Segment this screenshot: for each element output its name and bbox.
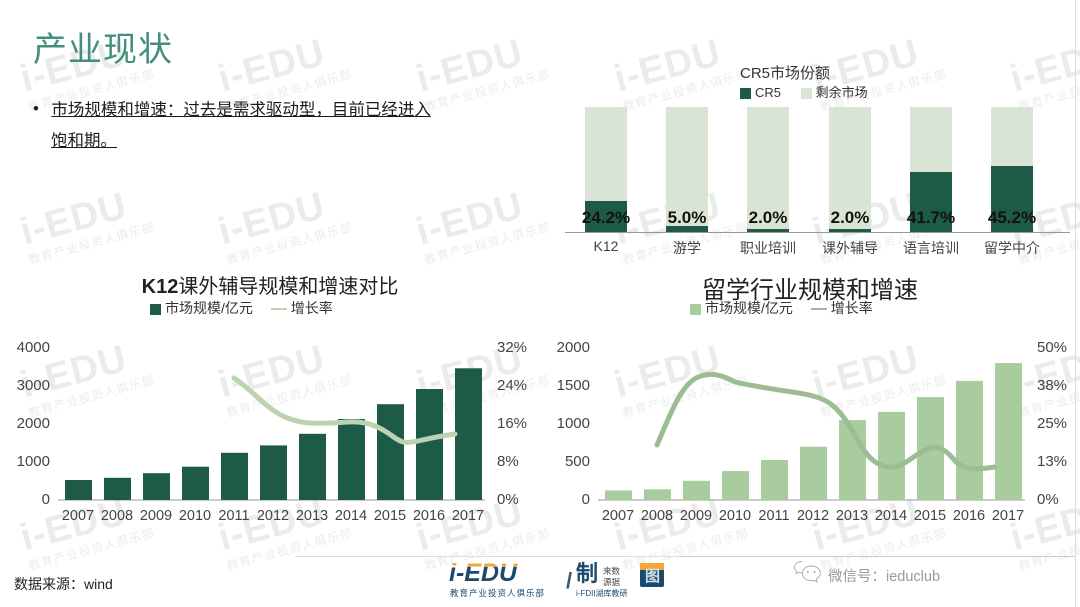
svg-text:2000: 2000 [557,339,590,356]
svg-text:24%: 24% [497,377,527,394]
svg-text:50%: 50% [1037,339,1067,356]
svg-text:源据: 源据 [603,577,621,587]
svg-text:2012: 2012 [257,508,289,524]
svg-text:2017: 2017 [992,508,1024,524]
svg-text:2011: 2011 [758,508,789,524]
svg-text:i-FDII湖库教研: i-FDII湖库教研 [576,588,628,598]
svg-text:1000: 1000 [557,415,590,432]
svg-text:1500: 1500 [557,377,590,394]
svg-text:1000: 1000 [17,453,50,470]
svg-text:2012: 2012 [797,508,829,524]
svg-text:2015: 2015 [374,508,406,524]
svg-text:0%: 0% [497,491,519,508]
svg-text:4000: 4000 [17,339,50,356]
svg-text:2009: 2009 [680,508,712,524]
svg-text:2009: 2009 [140,508,172,524]
svg-text:2000: 2000 [17,415,50,432]
svg-text:2016: 2016 [413,508,445,524]
svg-text:教育产业投资人俱乐部: 教育产业投资人俱乐部 [450,588,545,598]
svg-text:2007: 2007 [602,508,634,524]
svg-text:2014: 2014 [335,508,367,524]
svg-text:38%: 38% [1037,377,1067,394]
svg-text:制: 制 [576,561,598,586]
svg-text:2017: 2017 [452,508,484,524]
svg-text:2007: 2007 [62,508,94,524]
svg-text:16%: 16% [497,415,527,432]
svg-text:2008: 2008 [101,508,133,524]
svg-text:图: 图 [645,568,660,585]
svg-text:2008: 2008 [641,508,673,524]
svg-text:25%: 25% [1037,415,1067,432]
svg-text:2016: 2016 [953,508,985,524]
svg-text:13%: 13% [1037,453,1067,470]
svg-text:3000: 3000 [17,377,50,394]
svg-text:0%: 0% [1037,491,1059,508]
svg-text:32%: 32% [497,339,527,356]
svg-text:0: 0 [42,491,50,508]
svg-text:/: / [566,568,572,593]
svg-text:2014: 2014 [875,508,907,524]
svg-text:2015: 2015 [914,508,946,524]
svg-text:2013: 2013 [836,508,868,524]
svg-text:2013: 2013 [296,508,328,524]
svg-text:2011: 2011 [218,508,249,524]
svg-text:2010: 2010 [719,508,751,524]
svg-text:2010: 2010 [179,508,211,524]
svg-text:0: 0 [582,491,590,508]
svg-text:8%: 8% [497,453,519,470]
svg-text:来数: 来数 [603,566,621,576]
svg-text:500: 500 [565,453,590,470]
